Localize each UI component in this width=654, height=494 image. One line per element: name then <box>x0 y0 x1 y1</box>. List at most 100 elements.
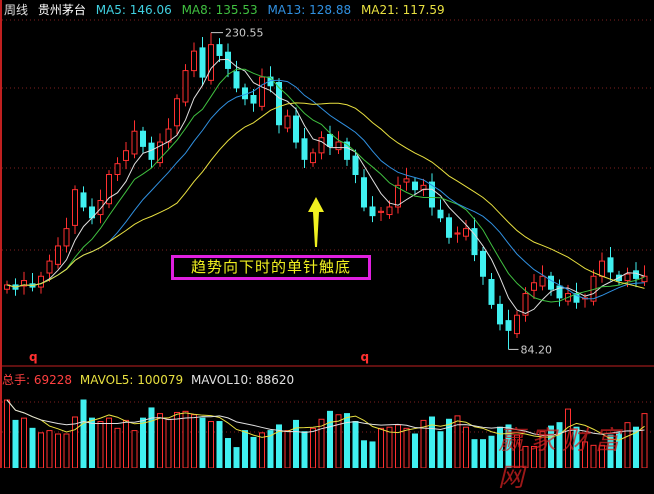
candle-up <box>208 44 214 81</box>
mavol10-line <box>6 399 645 436</box>
candle-up <box>123 150 129 161</box>
candle-down <box>344 141 350 160</box>
candle-up <box>395 184 401 208</box>
candle-down <box>80 192 87 208</box>
candle-up <box>259 76 265 107</box>
volume-bar <box>191 414 197 468</box>
ma21-line <box>6 102 645 289</box>
volume-bar <box>148 407 155 468</box>
candle-up <box>454 232 461 235</box>
volume-bar <box>573 426 580 468</box>
candle-down <box>556 285 563 299</box>
candle-down <box>633 270 639 279</box>
volume-bar <box>225 438 231 468</box>
candle-up <box>522 293 529 316</box>
candle-up <box>310 152 316 164</box>
volume-bar <box>522 445 529 468</box>
ma13-line <box>6 79 645 300</box>
volume-bar <box>378 427 384 468</box>
candle-up <box>335 141 342 151</box>
candle-down <box>412 181 418 191</box>
candle-down <box>199 47 206 78</box>
ma8-value: MA8: 135.53 <box>181 3 258 17</box>
volume-bar <box>633 426 639 468</box>
candle-up <box>106 174 112 205</box>
volume-bar <box>395 424 401 468</box>
volume-bar <box>599 444 605 468</box>
candle-up <box>463 228 469 237</box>
volume-bar <box>97 421 104 468</box>
candle-up <box>386 206 393 216</box>
stock-name: 贵州茅台 <box>37 3 86 17</box>
mavol5-line <box>6 399 645 441</box>
volume-bar <box>310 427 316 468</box>
volume-bar <box>344 413 350 468</box>
candle-down <box>446 217 452 238</box>
candle-up <box>378 210 384 213</box>
volume-bar <box>488 435 495 468</box>
candle-up <box>539 275 546 287</box>
candle-up <box>191 50 197 72</box>
candle-down <box>369 206 376 217</box>
candle-down <box>352 155 359 176</box>
volume-bar <box>4 399 10 468</box>
candle-down <box>233 71 240 89</box>
volume-bar <box>259 432 265 468</box>
kline-chart[interactable]: 230.55 84.20 q q <box>0 0 654 468</box>
volume-bar <box>386 426 393 468</box>
signal-mark: q <box>361 350 370 364</box>
volume-bar <box>114 427 121 468</box>
candle-down <box>437 209 444 219</box>
period-label[interactable]: 周线 <box>4 3 29 17</box>
volume-bar <box>616 432 622 468</box>
candle-up <box>318 137 325 154</box>
volume-bar <box>63 433 70 468</box>
ma5-line <box>6 58 645 315</box>
volume-bar <box>437 431 444 468</box>
volume-bar <box>327 410 333 468</box>
chart-header: 周线 贵州茅台 MA5: 146.06 MA8: 135.53 MA13: 12… <box>4 1 451 18</box>
candle-up <box>63 228 70 247</box>
mavol10-value: MAVOL10: 88620 <box>190 373 295 387</box>
mavol5-value: MAVOL5: 100079 <box>79 373 184 387</box>
volume-bar <box>361 440 367 468</box>
volume-bar <box>199 417 206 468</box>
candle-up <box>599 260 605 277</box>
volume-bar <box>335 414 342 468</box>
volume-header: 总手: 69228 MAVOL5: 100079 MAVOL10: 88620 <box>2 371 298 388</box>
candle-down <box>505 320 512 331</box>
candle-down <box>140 130 146 147</box>
ma5-value: MA5: 146.06 <box>95 3 172 17</box>
volume-bar <box>463 426 469 468</box>
candle-up <box>46 260 53 274</box>
volume-bar <box>208 421 214 468</box>
volume-bar <box>182 410 189 468</box>
watermark-logo: 赢家财富网 <box>498 426 627 493</box>
candle-down <box>471 228 478 256</box>
volume-bar <box>233 447 240 468</box>
candle-down <box>216 44 223 56</box>
candle-up <box>157 141 163 164</box>
low-price-label: 84.20 <box>521 343 553 356</box>
volume-bar <box>480 439 486 468</box>
volume-bar <box>548 425 554 468</box>
candle-up <box>114 163 121 176</box>
candle-down <box>488 278 495 305</box>
candle-up <box>284 115 291 129</box>
volume-bar <box>174 411 180 468</box>
volume-bar <box>539 431 546 468</box>
volume-bar <box>369 441 376 468</box>
ma13-value: MA13: 128.88 <box>267 3 352 17</box>
candle-up <box>21 280 27 287</box>
volume-bar <box>80 399 87 468</box>
volume-bar <box>429 416 435 468</box>
volume-bar <box>165 418 172 468</box>
candle-up <box>531 282 537 291</box>
volume-bar <box>72 416 78 468</box>
candle-up <box>97 199 104 216</box>
high-price-label: 230.55 <box>225 27 264 40</box>
volume-bar <box>123 419 129 468</box>
volume-bar <box>140 417 146 468</box>
candle-up <box>182 70 189 103</box>
volume-bar <box>29 427 36 468</box>
